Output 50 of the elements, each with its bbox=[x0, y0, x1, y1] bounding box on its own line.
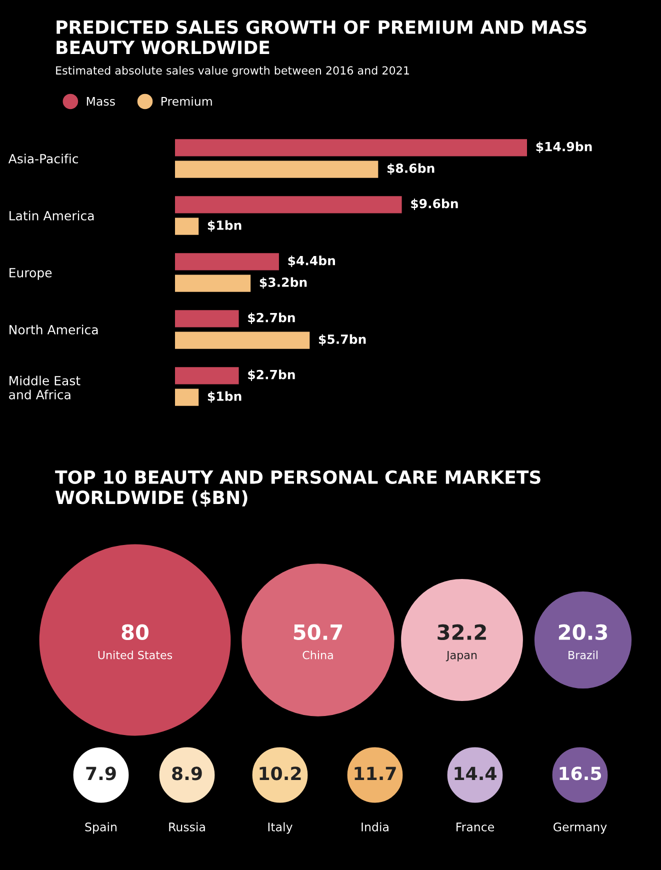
bar bbox=[175, 367, 239, 384]
data-label: 16.5 bbox=[560, 766, 602, 780]
y-tick-label: Middle East and Africa bbox=[9, 376, 80, 400]
y-tick-label: North America bbox=[10, 324, 98, 334]
data-label: 32.2 bbox=[438, 624, 486, 640]
text: TOP 10 BEAUTY AND PERSONAL CARE MARKETS WORLDWIDE ($BN) bbox=[55, 470, 540, 507]
category-label: United States bbox=[98, 650, 172, 660]
data-label: $5.7bn bbox=[318, 334, 366, 346]
data-label: 7.9 bbox=[86, 766, 116, 780]
category-label: Germany bbox=[554, 822, 607, 834]
y-tick-label: Europe bbox=[10, 268, 52, 280]
data-label: $14.9bn bbox=[536, 142, 592, 153]
bar bbox=[175, 196, 402, 214]
bar bbox=[175, 388, 199, 406]
data-label: 11.7 bbox=[354, 766, 396, 780]
bar bbox=[175, 160, 378, 178]
legend-label: Premium bbox=[162, 96, 212, 106]
category-label: Italy bbox=[268, 822, 292, 834]
y-tick-label: Latin America bbox=[10, 210, 94, 220]
data-label: 10.2 bbox=[260, 766, 301, 780]
bar bbox=[175, 274, 251, 292]
data-label: 14.4 bbox=[454, 766, 496, 780]
data-label: $8.6bn bbox=[387, 163, 434, 175]
chart-subtitle: Estimated absolute sales value growth between 2016 and 2021 bbox=[56, 66, 409, 77]
bar bbox=[175, 310, 239, 328]
data-label: $1bn bbox=[208, 391, 242, 403]
data-label: 80 bbox=[122, 624, 148, 640]
chart-title: PREDICTED SALES GROWTH OF PREMIUM AND MASS BEAUTY WORLDWIDE bbox=[56, 20, 586, 54]
data-label: $9.6bn bbox=[411, 198, 458, 210]
data-label: $4.4bn bbox=[288, 256, 335, 267]
category-label: Brazil bbox=[568, 650, 598, 660]
category-label: Japan bbox=[446, 650, 477, 662]
data-label: $2.7bn bbox=[248, 312, 295, 324]
data-label: $2.7bn bbox=[248, 370, 295, 381]
bar bbox=[175, 139, 527, 156]
data-label: 50.7 bbox=[294, 624, 342, 640]
bar bbox=[175, 332, 310, 349]
category-label: France bbox=[456, 822, 494, 832]
y-tick-label: Asia-Pacific bbox=[8, 154, 78, 164]
category-label: Spain bbox=[85, 822, 116, 834]
legend-label: Mass bbox=[86, 96, 115, 106]
category-label: Russia bbox=[169, 822, 205, 832]
category-label: India bbox=[362, 822, 388, 832]
data-label: 20.3 bbox=[558, 624, 608, 640]
bar bbox=[175, 253, 279, 270]
data-label: $1bn bbox=[208, 220, 242, 232]
data-label: $3.2bn bbox=[260, 277, 307, 289]
category-label: China bbox=[302, 650, 333, 660]
bar bbox=[175, 218, 199, 235]
data-label: 8.9 bbox=[172, 766, 202, 780]
